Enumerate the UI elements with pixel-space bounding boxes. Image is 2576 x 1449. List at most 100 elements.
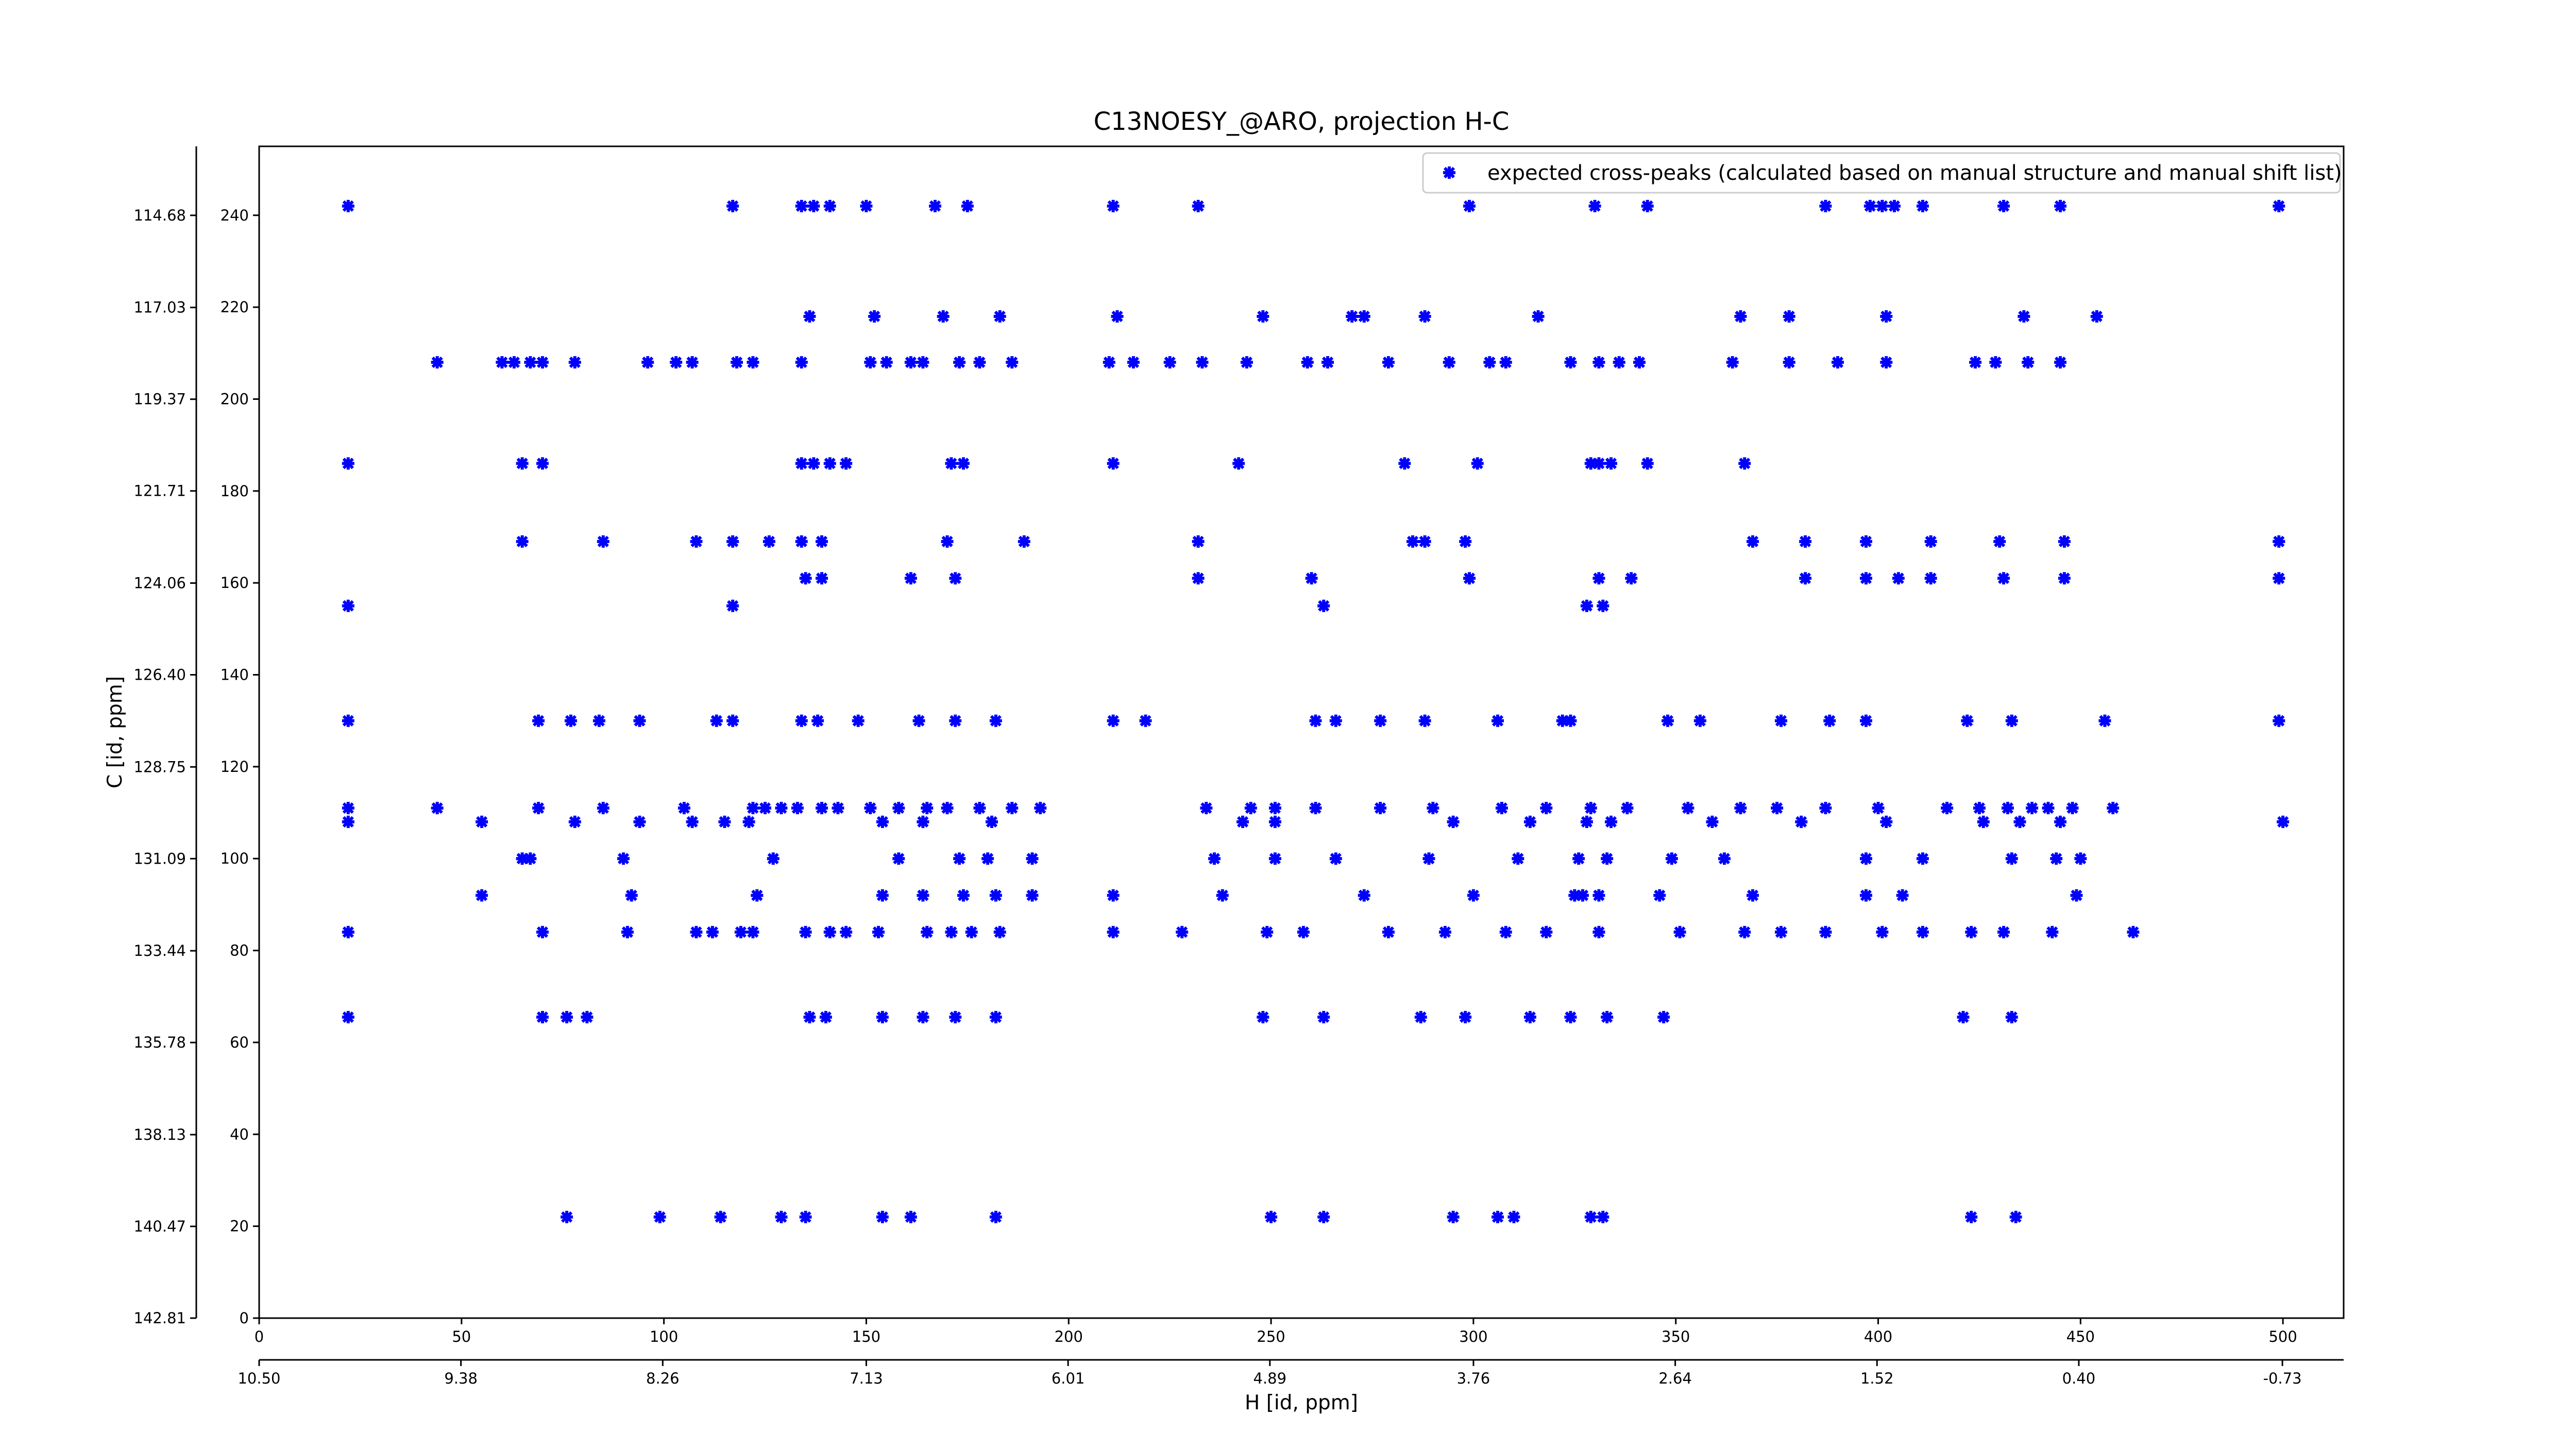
cross-peak	[1633, 356, 1646, 369]
cross-peak	[2273, 714, 2285, 727]
cross-peak	[1601, 1010, 1614, 1023]
cross-peak	[2005, 1010, 2018, 1023]
cross-peak	[1592, 889, 1605, 902]
cross-peak	[507, 356, 520, 369]
cross-peak	[731, 356, 743, 369]
cross-peak	[1418, 310, 1431, 323]
cross-peak	[742, 815, 755, 828]
cross-peak	[633, 714, 646, 727]
y-tick-label: 20	[230, 1218, 249, 1235]
cross-peak	[1592, 925, 1605, 938]
cross-peak	[2018, 310, 2030, 323]
cross-peak	[1625, 572, 1638, 585]
cross-peak	[1592, 572, 1605, 585]
cross-peak	[1859, 889, 1872, 902]
cross-peak	[1916, 852, 1929, 865]
cross-peak	[957, 457, 970, 470]
cross-peak	[532, 802, 545, 815]
cross-peak	[2058, 572, 2071, 585]
cross-peak	[1018, 535, 1030, 548]
cross-peak	[536, 925, 549, 938]
cross-peak	[2070, 889, 2083, 902]
x-tick-label: 0	[255, 1328, 264, 1345]
cross-peak	[1965, 1210, 1978, 1223]
cross-peak	[686, 815, 699, 828]
cross-peak	[775, 802, 788, 815]
cross-peak	[1244, 802, 1257, 815]
cross-peak	[941, 802, 954, 815]
cross-peak	[1605, 815, 1618, 828]
cross-peak	[431, 802, 444, 815]
cross-peak	[2066, 802, 2079, 815]
cross-peak	[1641, 199, 1654, 212]
cross-peak	[1665, 852, 1678, 865]
cross-peak	[524, 356, 537, 369]
cross-peak	[581, 1010, 594, 1023]
cross-peak	[876, 815, 889, 828]
cross-peak	[816, 802, 828, 815]
x2-tick-label: 2.64	[1658, 1370, 1692, 1387]
cross-peak	[1447, 815, 1460, 828]
cross-peak	[1872, 802, 1885, 815]
cross-peak	[1580, 815, 1593, 828]
cross-peak	[795, 714, 808, 727]
x2-tick-label: 3.76	[1457, 1370, 1490, 1387]
x-tick-label: 100	[650, 1328, 678, 1345]
cross-peak	[1706, 815, 1719, 828]
cross-peak	[2273, 535, 2285, 548]
cross-peak	[1673, 925, 1686, 938]
cross-peak	[1568, 889, 1581, 902]
cross-peak	[476, 889, 488, 902]
cross-peak	[1540, 925, 1553, 938]
cross-peak	[342, 599, 354, 612]
cross-peak	[2013, 815, 2026, 828]
cross-peak	[1107, 714, 1120, 727]
cross-peak	[989, 889, 1002, 902]
x2-tick-label: 9.38	[444, 1370, 478, 1387]
cross-peak	[496, 356, 509, 369]
cross-peak	[1863, 199, 1876, 212]
cross-peak	[1653, 889, 1666, 902]
x-tick-label: 400	[1864, 1328, 1892, 1345]
cross-peak	[734, 925, 747, 938]
y2-tick-label: 119.37	[134, 391, 186, 408]
x2-tick-label: 1.52	[1860, 1370, 1894, 1387]
cross-peak	[726, 535, 739, 548]
cross-peak	[747, 802, 759, 815]
legend: expected cross-peaks (calculated based o…	[1422, 152, 2342, 194]
cross-peak	[597, 535, 609, 548]
cross-peak	[1200, 802, 1213, 815]
cross-peak	[1859, 572, 1872, 585]
cross-peak	[823, 925, 836, 938]
cross-peak	[892, 802, 905, 815]
cross-peak	[868, 310, 881, 323]
cross-peak	[1584, 1210, 1597, 1223]
cross-peak	[1107, 457, 1120, 470]
cross-peak	[989, 1210, 1002, 1223]
cross-peak	[973, 356, 986, 369]
y2-tick-label: 140.47	[134, 1218, 186, 1235]
cross-peak	[799, 572, 812, 585]
cross-peak	[1512, 852, 1524, 865]
cross-peak	[1734, 802, 1747, 815]
cross-peak	[941, 535, 954, 548]
cross-peak	[1111, 310, 1124, 323]
cross-peak	[1309, 802, 1322, 815]
cross-peak	[1892, 572, 1905, 585]
cross-peak	[961, 199, 974, 212]
cross-peak	[2090, 310, 2103, 323]
cross-peak	[803, 1010, 816, 1023]
cross-peak	[1997, 199, 2010, 212]
cross-peak	[1329, 852, 1342, 865]
cross-peak	[597, 802, 609, 815]
cross-peak	[1374, 802, 1387, 815]
cross-peak	[799, 925, 812, 938]
cross-peak	[921, 802, 934, 815]
cross-peak	[876, 1010, 889, 1023]
plot-frame	[258, 145, 2345, 1319]
cross-peak	[568, 356, 581, 369]
cross-peak	[2054, 356, 2067, 369]
x-tick-label: 350	[1662, 1328, 1690, 1345]
cross-peak	[342, 714, 354, 727]
cross-peak	[1880, 356, 1893, 369]
